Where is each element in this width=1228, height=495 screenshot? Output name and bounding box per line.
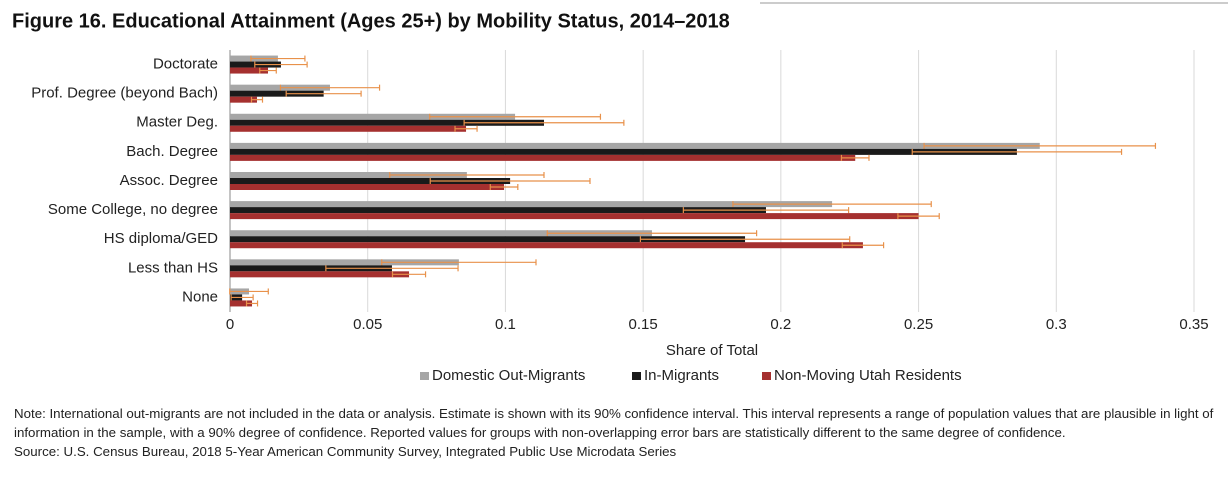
bar: [230, 172, 467, 178]
source: Source: U.S. Census Bureau, 2018 5-Year …: [14, 444, 677, 459]
error-bar: [639, 236, 851, 243]
notes: Note: International out-migrants are not…: [14, 404, 1214, 461]
error-bar: [489, 184, 519, 190]
error-bar: [840, 154, 870, 161]
error-bar: [391, 271, 427, 278]
x-tick-label: 0.2: [770, 316, 791, 333]
bar: [230, 154, 856, 161]
bar: [230, 207, 766, 214]
chart-title: Figure 16. Educational Attainment (Ages …: [12, 10, 730, 32]
error-bar: [429, 113, 602, 120]
x-tick-label: 0.3: [1046, 316, 1067, 333]
bar: [230, 148, 1017, 155]
bar: [230, 300, 253, 307]
error-bar: [250, 55, 306, 62]
bar: [230, 142, 1040, 149]
bar: [230, 230, 652, 237]
x-axis-label: Share of Total: [666, 342, 758, 359]
error-bar: [230, 294, 254, 301]
bar: [230, 236, 746, 243]
error-bar: [732, 201, 932, 208]
error-bar: [325, 265, 459, 272]
error-bar: [682, 207, 850, 214]
bar: [230, 242, 863, 249]
bar: [230, 96, 257, 103]
legend-swatch: [762, 372, 771, 380]
legend-swatch: [632, 372, 641, 380]
x-tick-label: 0.25: [904, 316, 933, 333]
note: Note: International out-migrants are not…: [14, 406, 1214, 440]
error-bar: [389, 172, 545, 178]
bar: [230, 201, 833, 208]
error-bar: [245, 300, 259, 307]
bar: [230, 259, 459, 266]
error-bar: [381, 259, 537, 266]
y-tick-label: Assoc. Degree: [120, 172, 218, 189]
error-bar: [463, 119, 625, 126]
bar: [230, 125, 467, 132]
bar: [230, 113, 516, 120]
chart: Figure 16. Educational Attainment (Ages …: [12, 2, 1228, 384]
x-tick-label: 0: [226, 316, 234, 333]
error-bar: [250, 96, 264, 103]
bar: [230, 184, 505, 190]
x-tick-label: 0.1: [495, 316, 516, 333]
bar: [230, 265, 392, 272]
legend-label: In-Migrants: [644, 367, 719, 384]
y-tick-label: Master Deg.: [136, 114, 218, 131]
error-bar: [454, 125, 478, 132]
y-tick-label: None: [182, 288, 218, 305]
error-bar: [285, 90, 362, 97]
y-tick-label: Less than HS: [128, 259, 218, 276]
error-bar: [911, 148, 1123, 155]
x-tick-label: 0.15: [629, 316, 658, 333]
bar: [230, 213, 919, 220]
y-tick-label: HS diploma/GED: [104, 230, 218, 247]
x-tick-label: 0.05: [353, 316, 382, 333]
bar: [230, 67, 269, 74]
y-tick-label: Bach. Degree: [126, 143, 218, 160]
y-tick-label: Prof. Degree (beyond Bach): [31, 85, 218, 102]
error-bar: [923, 142, 1157, 149]
error-bar: [254, 61, 308, 68]
error-bar: [841, 242, 885, 249]
error-bar: [229, 288, 269, 295]
error-bar: [429, 178, 591, 184]
bar: [230, 119, 544, 126]
bar: [230, 90, 324, 97]
legend-swatch: [420, 372, 429, 380]
legend-label: Non-Moving Utah Residents: [774, 367, 962, 384]
error-bar: [897, 213, 940, 220]
bar: [230, 178, 511, 184]
error-bar: [546, 230, 758, 237]
y-tick-label: Some College, no degree: [48, 201, 218, 218]
x-tick-label: 0.35: [1179, 316, 1208, 333]
error-bar: [279, 84, 381, 91]
legend-label: Domestic Out-Migrants: [432, 367, 585, 384]
error-bar: [259, 67, 277, 74]
bar: [230, 271, 410, 278]
y-tick-label: Doctorate: [153, 56, 218, 73]
